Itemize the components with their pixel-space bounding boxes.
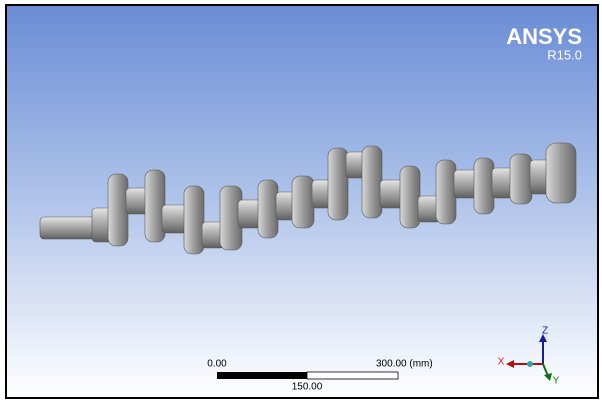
triad-z: Z (542, 326, 548, 337)
logo-version: R15.0 (547, 47, 582, 62)
scale-start: 0.00 (207, 359, 227, 370)
scale-bar-light (307, 372, 398, 379)
page: ANSYS R15.0 0.00 300.00 (mm) (0, 0, 602, 405)
logo-name: ANSYS (506, 24, 582, 49)
viewport: ANSYS R15.0 0.00 300.00 (mm) (0, 0, 602, 405)
triad-x: X (498, 357, 505, 368)
scale-end: 300.00 (mm) (376, 359, 433, 370)
scale-bar-dark (217, 372, 307, 379)
triad-y: Y (553, 376, 560, 387)
scale-middle: 150.00 (292, 382, 323, 393)
